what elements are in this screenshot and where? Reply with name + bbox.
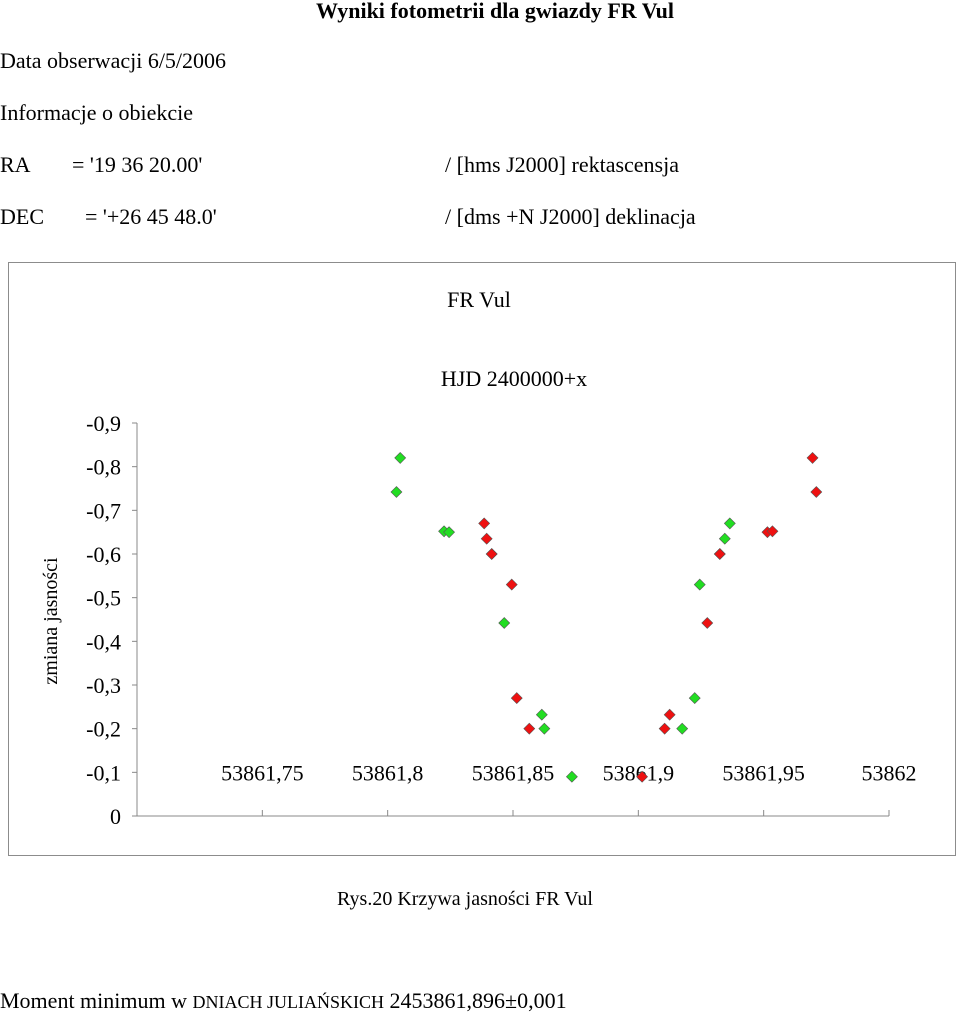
x-axis-label: HJD 2400000+x: [441, 366, 587, 391]
data-point-series-1: [718, 532, 731, 545]
data-point-series-1: [498, 617, 511, 629]
ra-comment: / [hms J2000] rektascensja: [445, 152, 679, 177]
dec-label: DEC: [0, 204, 44, 229]
y-tick-label: -0,3: [86, 673, 121, 698]
x-tick-label: 53861,85: [472, 760, 555, 785]
dec-comment: / [dms +N J2000] deklinacja: [445, 204, 696, 229]
result-unit: DNIACH JULIAŃSKICH: [192, 992, 385, 1012]
chart-title: FR Vul: [447, 287, 511, 312]
data-point-series-1: [443, 526, 456, 539]
data-point-series-2: [636, 770, 649, 783]
x-tick-label: 53862: [862, 760, 917, 785]
data-point-series-2: [701, 617, 714, 629]
y-tick-label: -0,8: [86, 455, 121, 480]
y-tick-label: 0: [110, 804, 121, 829]
y-tick-label: -0,4: [86, 629, 121, 654]
data-point-series-2: [510, 692, 523, 705]
chart-frame: FR Vul HJD 2400000+x zmiana jasności 0 -0…: [8, 262, 956, 856]
object-info-heading: Informacje o obiekcie: [0, 100, 194, 125]
data-point-series-1: [676, 722, 689, 735]
observation-date: Data obserwacji 6/5/2006: [0, 48, 227, 73]
data-points: [390, 452, 823, 783]
data-point-series-2: [658, 722, 671, 735]
data-point-series-2: [480, 532, 493, 545]
data-point-series-2: [663, 708, 676, 721]
data-point-series-2: [478, 517, 491, 530]
y-tick-label: -0,5: [86, 586, 121, 611]
data-point-series-1: [390, 486, 403, 498]
data-point-series-1: [693, 578, 706, 591]
light-curve-chart: FR Vul HJD 2400000+x zmiana jasności 0 -0…: [40, 287, 917, 829]
y-axis-label: zmiana jasności: [40, 557, 62, 685]
dec-value: = '+26 45 48.0': [85, 204, 217, 229]
data-point-series-2: [810, 486, 823, 498]
data-point-series-2: [523, 722, 536, 735]
result-value: 2453861,896±0,001: [384, 988, 567, 1013]
data-point-series-2: [505, 578, 518, 591]
y-tick-label: -0,6: [86, 542, 121, 567]
ra-value: = '19 36 20.00': [72, 152, 203, 177]
data-point-series-1: [723, 517, 736, 530]
figure-caption: Rys.20 Krzywa jasności FR Vul: [337, 888, 593, 910]
result-prefix: Moment minimum w: [0, 988, 193, 1013]
data-point-series-1: [538, 722, 551, 735]
y-tick-label: -0,9: [86, 411, 121, 436]
y-tick-label: -0,1: [86, 760, 121, 785]
x-tick-label: 53861,9: [603, 760, 675, 785]
data-point-series-2: [485, 548, 498, 560]
data-point-series-1: [565, 770, 578, 783]
data-point-series-2: [766, 525, 779, 538]
data-point-series-1: [688, 692, 701, 705]
document-title: Wyniki fotometrii dla gwiazdy FR Vul: [316, 0, 674, 23]
x-tick-label: 53861,8: [352, 760, 424, 785]
x-tick-label: 53861,95: [722, 760, 805, 785]
data-point-series-2: [806, 452, 819, 464]
ra-label: RA: [0, 152, 31, 177]
data-point-series-2: [713, 548, 726, 560]
y-tick-label: -0,2: [86, 717, 121, 742]
chart-axes: 0 -0,1 -0,2 -0,3 -0,4 -0,5 -0,6 -0,7 -0,8 -0,9 538…: [86, 411, 916, 829]
data-point-series-1: [394, 452, 407, 464]
data-point-series-1: [535, 708, 548, 721]
x-tick-label: 53861,75: [221, 760, 304, 785]
y-tick-label: -0,7: [86, 498, 121, 523]
minimum-result: Moment minimum w DNIACH JULIAŃSKICH 2453…: [0, 988, 567, 1014]
